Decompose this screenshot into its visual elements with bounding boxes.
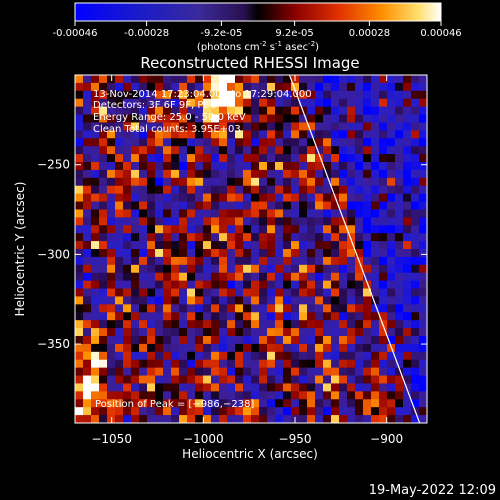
plot-frame (74, 74, 428, 424)
colorbar-ticks: -0.00046 -0.00028 -9.2e-05 9.2e-05 0.00028 0.… (53, 21, 462, 39)
chart-title: Reconstructed RHESSI Image (140, 54, 359, 72)
annotation-detectors: Detectors: 3F 6F 9F, Pt 0 (93, 100, 217, 111)
colorbar (74, 2, 442, 22)
y-tick-label: −350 (37, 337, 70, 351)
colorbar-tick-label: 9.2e-05 (275, 28, 313, 39)
y-tick-label: −300 (37, 247, 70, 261)
annotation-time: 13-Nov-2014 17:23:04.000 to 17:29:04.000 (93, 89, 312, 100)
y-axis: −250 −300 −350 (37, 158, 427, 351)
x-tick-label: −900 (370, 432, 403, 446)
annotation-counts: Clean Total counts: 3.95E+03 (93, 124, 241, 135)
colorbar-tick-label: 0.00028 (349, 28, 390, 39)
y-tick-label: −250 (37, 158, 70, 172)
x-tick-label: −1000 (183, 432, 224, 446)
footer-timestamp: 19-May-2022 12:09 (369, 483, 496, 498)
heatmap-image (75, 75, 427, 423)
annotation-energy: Energy Range: 25.0 - 50.0 keV (93, 112, 246, 123)
colorbar-tick-label: -0.00028 (124, 28, 169, 39)
x-axis: −1050 −1000 −950 −900 (91, 75, 403, 446)
solar-limb-line (288, 75, 421, 423)
y-axis-label: Heliocentric Y (arcsec) (13, 182, 27, 317)
colorbar-tick-label: 0.00046 (420, 28, 461, 39)
x-axis-label: Heliocentric X (arcsec) (182, 447, 318, 461)
annotation-block: 13-Nov-2014 17:23:04.000 to 17:29:04.000… (93, 89, 312, 135)
colorbar-tick-label: -0.00046 (53, 28, 98, 39)
x-tick-label: −950 (279, 432, 312, 446)
peak-position-label: Position of Peak = [−986,−238] (95, 399, 254, 410)
colorbar-units: (photons cm-2 s-1 asec-2) (197, 40, 319, 53)
colorbar-tick-label: -9.2e-05 (200, 28, 242, 39)
x-tick-label: −1050 (91, 432, 132, 446)
